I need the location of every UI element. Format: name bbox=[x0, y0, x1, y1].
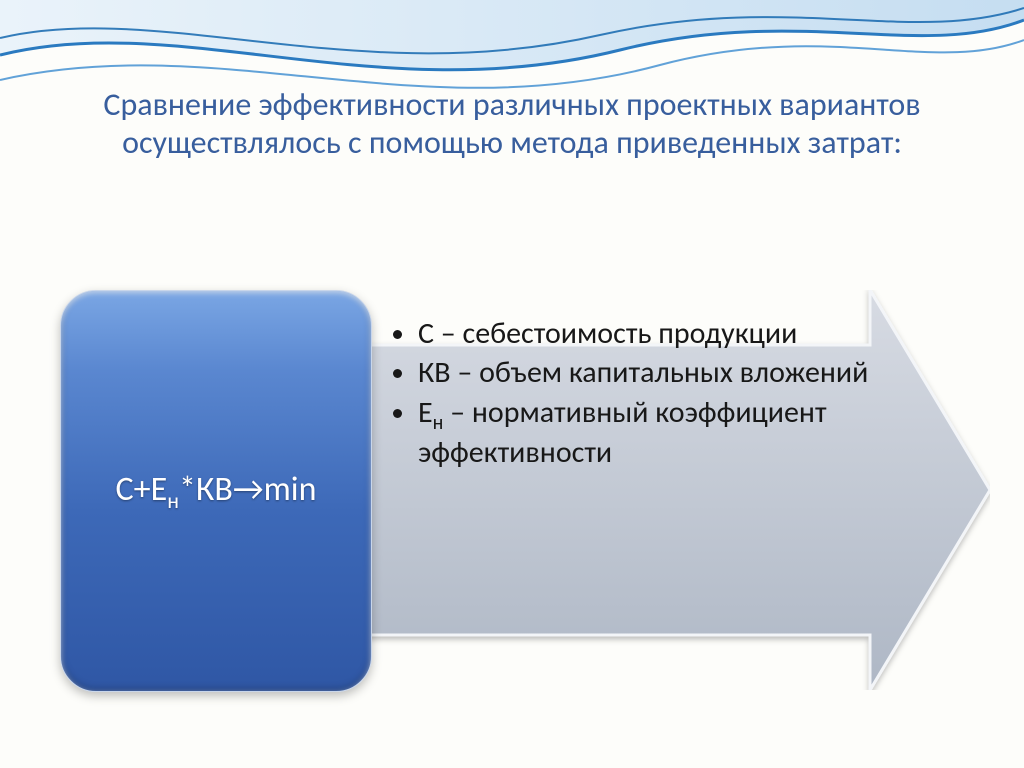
formula-text: С+Ен*КВ→min bbox=[104, 469, 329, 514]
bullet-ul: С – себестоимость продукции КВ – объем к… bbox=[390, 316, 870, 471]
bullet-item: Ен – нормативный коэффициент эффективнос… bbox=[418, 395, 870, 471]
slide: Сравнение эффективности различных проект… bbox=[0, 0, 1024, 768]
formula-tile: С+Ен*КВ→min bbox=[60, 290, 372, 692]
bullet-item: С – себестоимость продукции bbox=[418, 316, 870, 351]
definitions-list: С – себестоимость продукции КВ – объем к… bbox=[390, 316, 870, 475]
slide-title: Сравнение эффективности различных проект… bbox=[50, 86, 974, 163]
bullet-item: КВ – объем капитальных вложений bbox=[418, 355, 870, 390]
content-arrow-group: С – себестоимость продукции КВ – объем к… bbox=[60, 290, 990, 690]
